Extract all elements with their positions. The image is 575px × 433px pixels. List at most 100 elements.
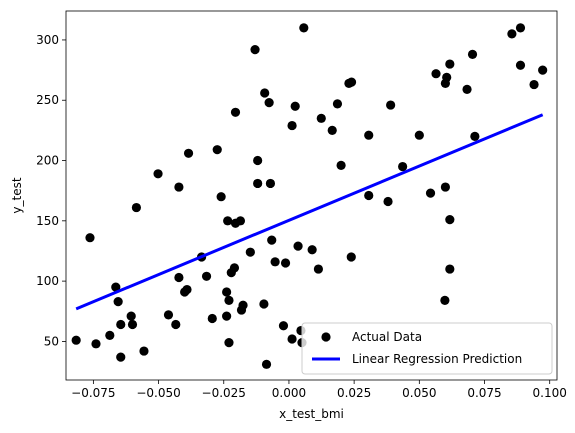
- data-point: [332, 99, 343, 109]
- data-point: [440, 182, 450, 192]
- y-tick-label: 200: [36, 154, 59, 168]
- y-tick-label: 250: [36, 93, 59, 107]
- data-point: [425, 188, 436, 198]
- data-point: [253, 155, 263, 166]
- data-point: [235, 216, 246, 226]
- data-point: [316, 113, 326, 123]
- data-point: [259, 299, 269, 309]
- data-point: [313, 264, 324, 274]
- data-point: [462, 84, 472, 94]
- y-tick-label: 300: [36, 33, 59, 47]
- data-point: [127, 319, 138, 330]
- data-point: [278, 321, 289, 331]
- data-point: [224, 295, 234, 306]
- data-point: [515, 60, 526, 70]
- x-tick-label: 0.025: [337, 386, 371, 400]
- regression-line: [75, 113, 544, 311]
- y-axis-ticks: 50 100 150 200 250 300: [36, 33, 66, 348]
- data-point: [386, 100, 396, 110]
- data-point: [201, 271, 212, 281]
- regression-line-layer: [75, 113, 544, 311]
- data-point: [261, 359, 272, 369]
- data-point: [470, 131, 480, 142]
- data-point: [250, 44, 260, 55]
- data-point: [216, 192, 226, 202]
- data-point: [267, 235, 277, 245]
- data-point: [171, 319, 181, 330]
- data-point: [270, 257, 280, 267]
- data-point: [238, 300, 248, 310]
- data-point: [253, 178, 263, 189]
- data-point: [245, 247, 255, 257]
- data-point: [538, 65, 548, 75]
- legend-label-actual: Actual Data: [352, 330, 422, 344]
- y-tick-label: 100: [36, 274, 59, 288]
- data-point: [174, 182, 184, 192]
- y-axis-label: y_test: [10, 177, 24, 213]
- data-point: [307, 245, 317, 255]
- data-point: [126, 311, 136, 321]
- data-point: [116, 319, 126, 330]
- data-point: [230, 107, 241, 117]
- data-point: [346, 252, 356, 262]
- data-point: [445, 59, 455, 69]
- data-point: [222, 287, 232, 297]
- data-point: [507, 29, 517, 39]
- data-point: [71, 335, 81, 345]
- data-point: [364, 130, 374, 140]
- data-point: [153, 169, 163, 179]
- data-point: [174, 272, 184, 283]
- data-point: [383, 196, 393, 207]
- x-tick-label: −0.050: [136, 386, 180, 400]
- y-tick-label: 150: [36, 214, 59, 228]
- data-point: [222, 311, 232, 321]
- data-point: [265, 178, 276, 189]
- data-point: [442, 72, 452, 82]
- y-tick-label: 50: [44, 334, 59, 348]
- data-point: [440, 295, 450, 306]
- x-axis-label: x_test_bmi: [279, 407, 344, 421]
- data-point: [299, 23, 309, 33]
- data-point: [111, 282, 121, 292]
- legend-marker-scatter: [321, 332, 331, 342]
- x-tick-label: 0.050: [402, 386, 436, 400]
- data-point: [515, 23, 526, 33]
- data-point: [212, 145, 222, 155]
- data-point: [280, 258, 291, 268]
- data-point: [131, 202, 141, 213]
- data-point: [224, 338, 234, 348]
- legend-box: [301, 322, 553, 375]
- data-point: [139, 346, 149, 356]
- data-point: [105, 330, 115, 340]
- data-point: [183, 148, 194, 158]
- data-point: [346, 77, 357, 87]
- x-axis-ticks: −0.075 −0.050 −0.025 0.000 0.025 0.050 0.075 0.…: [71, 380, 567, 400]
- data-point: [229, 263, 240, 273]
- data-point: [207, 313, 217, 324]
- data-point: [264, 98, 274, 108]
- data-point: [529, 79, 539, 90]
- x-tick-label: 0.000: [272, 386, 306, 400]
- data-point: [287, 120, 297, 131]
- x-tick-label: 0.075: [467, 386, 501, 400]
- data-point: [116, 352, 126, 362]
- data-point: [327, 125, 337, 135]
- data-point: [467, 49, 478, 60]
- data-point: [293, 241, 303, 251]
- data-point: [113, 297, 123, 307]
- data-point: [414, 130, 424, 140]
- data-point: [398, 161, 408, 172]
- data-point: [364, 190, 374, 201]
- x-tick-label: −0.025: [202, 386, 246, 400]
- x-tick-label: 0.100: [533, 386, 567, 400]
- data-point: [431, 69, 441, 79]
- data-point: [91, 339, 101, 349]
- data-point: [290, 101, 300, 111]
- data-point: [163, 310, 174, 320]
- axes-frame: [65, 10, 558, 381]
- data-point: [445, 264, 455, 274]
- legend-label-prediction: Linear Regression Prediction: [352, 352, 522, 366]
- legend: Actual Data Linear Regression Prediction: [301, 322, 553, 375]
- scatter-points: [71, 23, 548, 369]
